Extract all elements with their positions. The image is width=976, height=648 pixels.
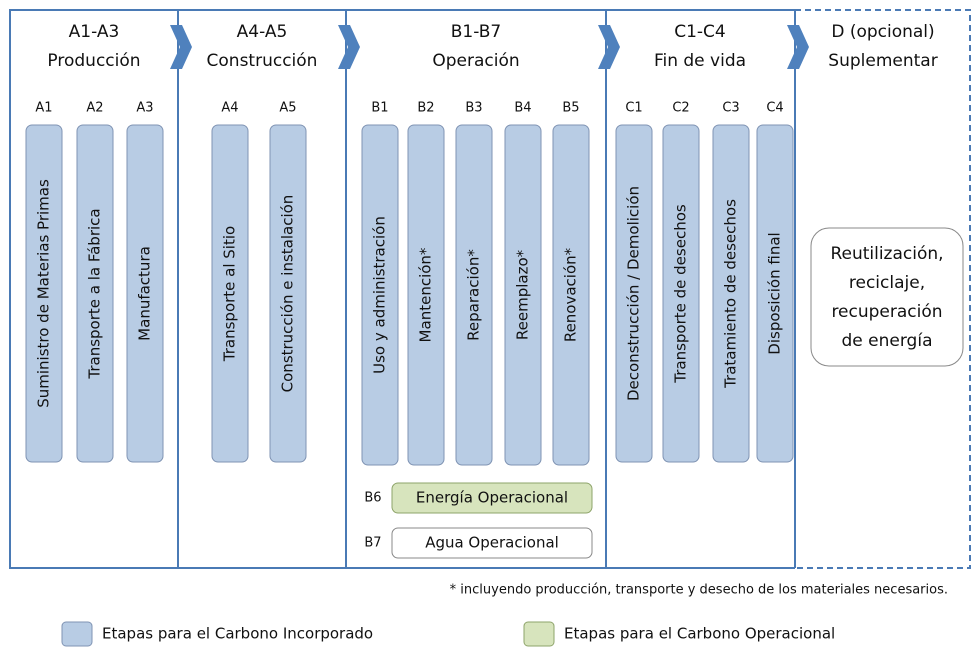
column-subheader: Operación	[432, 51, 519, 71]
stage-bar	[662, 124, 700, 463]
stage-label: Reparación*	[465, 249, 483, 341]
legend-swatch	[61, 621, 93, 647]
stage-bar	[211, 124, 249, 463]
column-subheader: Fin de vida	[654, 51, 746, 71]
stage-label: Disposición final	[766, 232, 784, 354]
stage-bar	[455, 124, 493, 466]
dashed-border	[795, 9, 971, 569]
stage-label: Transporte de desechos	[672, 204, 690, 384]
stage-code: B4	[514, 101, 531, 116]
stage-bar	[126, 124, 164, 463]
stage-label: Manufactura	[136, 246, 154, 341]
stage-code: C4	[766, 101, 783, 116]
stage-code: B1	[371, 101, 388, 116]
stage-code: A5	[279, 101, 296, 116]
supplement-line: reciclaje,	[849, 273, 925, 293]
supplement-line: recuperación	[831, 302, 942, 322]
chevron	[598, 25, 620, 69]
column-subheader: Construcción	[207, 51, 318, 71]
stage-code: C3	[722, 101, 739, 116]
stage-label: Mantención*	[417, 247, 435, 342]
stage-code: B5	[562, 101, 579, 116]
row-code: B6	[364, 491, 381, 506]
stage-label: Transporte al Sitio	[221, 226, 239, 362]
outer-border	[9, 9, 795, 569]
stage-code: B3	[465, 101, 482, 116]
chevron	[787, 25, 809, 69]
stage-code: A3	[136, 101, 153, 116]
stage-label: Construcción e instalación	[279, 195, 297, 393]
stage-code: A2	[86, 101, 103, 116]
legend-swatch	[523, 621, 555, 647]
stage-bar	[361, 124, 399, 466]
column-header: A1-A3	[69, 22, 120, 42]
stage-label: Uso y administración	[371, 216, 389, 374]
stage-bar	[76, 124, 114, 463]
frame	[9, 9, 971, 569]
supplement-line: Reutilización,	[830, 244, 943, 264]
column-header: D (opcional)	[831, 22, 934, 42]
row-code: B7	[364, 536, 381, 551]
supplement-box	[810, 227, 964, 367]
footnote: * incluyendo producción, transporte y de…	[450, 583, 948, 598]
stage-code: C2	[672, 101, 689, 116]
row-label: Agua Operacional	[425, 534, 559, 552]
stage-bar	[407, 124, 445, 466]
stage-code: A1	[35, 101, 52, 116]
row-box	[391, 527, 593, 559]
stage-code: B2	[417, 101, 434, 116]
legend-label: Etapas para el Carbono Incorporado	[102, 625, 373, 643]
column-subheader: Suplementar	[828, 51, 937, 71]
stage-code: A4	[221, 101, 238, 116]
stage-bar	[269, 124, 307, 463]
stage-label: Renovación*	[562, 247, 580, 342]
row-label: Energía Operacional	[416, 489, 568, 507]
stage-bar	[712, 124, 750, 463]
stage-bar	[615, 124, 653, 463]
stage-bar	[756, 124, 794, 463]
row-box	[391, 482, 593, 514]
column-header: A4-A5	[237, 22, 288, 42]
stage-label: Deconstrucción / Demolición	[625, 186, 643, 401]
stage-bar	[504, 124, 542, 466]
stage-label: Reemplazo*	[514, 249, 532, 340]
stage-bar	[25, 124, 63, 463]
chevron	[170, 25, 192, 69]
stage-label: Suministro de Materias Primas	[35, 179, 53, 408]
column-subheader: Producción	[47, 51, 140, 71]
stage-label: Tratamiento de desechos	[722, 199, 740, 389]
stage-label: Transporte a la Fábrica	[86, 208, 104, 379]
column-header: B1-B7	[451, 22, 502, 42]
stage-bar	[552, 124, 590, 466]
column-header: C1-C4	[674, 22, 726, 42]
chevron	[338, 25, 360, 69]
legend-label: Etapas para el Carbono Operacional	[564, 625, 835, 643]
stage-code: C1	[625, 101, 642, 116]
supplement-line: de energía	[842, 331, 933, 351]
